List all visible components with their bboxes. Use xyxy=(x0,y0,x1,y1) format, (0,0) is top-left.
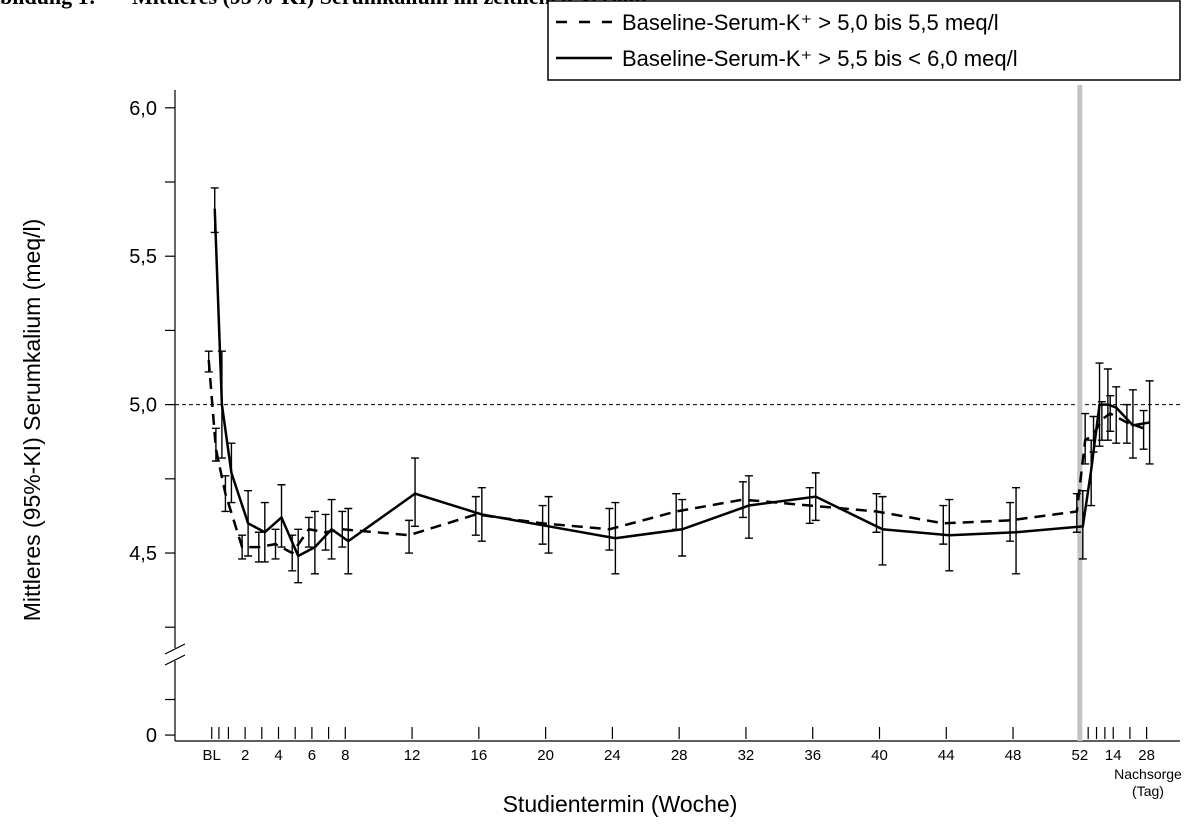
error-bar xyxy=(338,510,347,548)
error-bar xyxy=(1103,368,1112,441)
error-bar xyxy=(878,495,887,566)
error-bar xyxy=(1078,489,1087,560)
error-bar xyxy=(1081,412,1090,465)
x-tick-label: 32 xyxy=(738,747,755,764)
chart-title-prefix: bildung 1: xyxy=(0,0,96,9)
error-bar xyxy=(310,510,319,575)
error-bar xyxy=(811,472,820,522)
legend-label: Baseline-Serum-K⁺ > 5,5 bis < 6,0 meq/l xyxy=(622,46,1018,71)
x-tick-label: 2 xyxy=(241,747,249,764)
error-bar xyxy=(744,475,753,539)
error-bar xyxy=(227,442,236,504)
x-tick-label: 20 xyxy=(537,747,554,764)
x-tick-label: 14 xyxy=(1105,747,1122,764)
error-bar xyxy=(321,513,330,551)
error-bar xyxy=(244,489,253,557)
x-axis-note: (Tag) xyxy=(1132,783,1164,799)
error-bar xyxy=(1145,380,1154,465)
error-bar xyxy=(678,498,687,557)
y-tick-label: 0 xyxy=(146,725,157,747)
error-bar xyxy=(605,507,614,551)
y-tick-label: 5,5 xyxy=(129,246,157,268)
error-bar xyxy=(471,495,480,536)
x-tick-label: 6 xyxy=(308,747,316,764)
error-bar xyxy=(1095,362,1104,447)
error-bar xyxy=(304,516,313,548)
error-bar xyxy=(1012,487,1021,575)
x-tick-label: 16 xyxy=(470,747,487,764)
error-bar xyxy=(260,501,269,563)
y-axis-title: Mittleres (95%-KI) Serumkalium (meq/l) xyxy=(19,219,45,622)
x-tick-label: BL xyxy=(203,747,221,764)
x-tick-label: 40 xyxy=(871,747,888,764)
axis-break xyxy=(164,643,186,655)
x-tick-label: 8 xyxy=(341,747,349,764)
error-bar xyxy=(344,507,353,575)
error-bar xyxy=(271,528,280,560)
x-tick-label: 52 xyxy=(1071,747,1088,764)
error-bar xyxy=(238,534,247,560)
error-bar xyxy=(544,495,553,554)
y-tick-label: 6,0 xyxy=(129,98,157,120)
error-bar xyxy=(327,498,336,560)
x-tick-label: 12 xyxy=(404,747,421,764)
error-bar xyxy=(1112,386,1121,444)
error-bar xyxy=(211,427,220,462)
error-bar xyxy=(204,350,213,373)
chart-title: Mittleres (95%-KI) Serumkalium im zeitli… xyxy=(132,0,649,9)
x-axis-note: Nachsorge xyxy=(1114,766,1182,782)
error-bar xyxy=(939,504,948,545)
x-tick-label: 24 xyxy=(604,747,621,764)
error-bar xyxy=(611,501,620,575)
x-tick-label: 44 xyxy=(938,747,955,764)
error-bar xyxy=(411,457,420,528)
legend-box xyxy=(547,0,1181,81)
x-tick-label: 28 xyxy=(671,747,688,764)
error-bar xyxy=(1139,409,1148,450)
error-bar xyxy=(221,475,230,513)
error-bar xyxy=(1087,439,1096,507)
y-tick-label: 4,5 xyxy=(129,543,157,565)
axis-break xyxy=(164,654,186,666)
x-tick-label: 28 xyxy=(1138,747,1155,764)
error-bar xyxy=(1128,389,1137,459)
x-tick-label: 48 xyxy=(1005,747,1022,764)
error-bar xyxy=(945,498,954,572)
x-tick-label: 36 xyxy=(804,747,821,764)
error-bar xyxy=(210,187,219,234)
error-bar xyxy=(805,487,814,525)
error-bar xyxy=(1122,403,1131,444)
error-bar xyxy=(738,481,747,519)
error-bar xyxy=(277,484,286,548)
error-bar xyxy=(294,528,303,584)
y-tick-label: 5,0 xyxy=(129,395,157,417)
error-bar xyxy=(1006,501,1015,542)
legend-label: Baseline-Serum-K⁺ > 5,0 bis 5,5 meq/l xyxy=(622,10,999,35)
x-axis-title: Studientermin (Woche) xyxy=(503,791,738,817)
error-bar xyxy=(405,519,414,554)
error-bar xyxy=(477,487,486,542)
x-tick-label: 4 xyxy=(274,747,282,764)
error-bar xyxy=(217,350,226,459)
